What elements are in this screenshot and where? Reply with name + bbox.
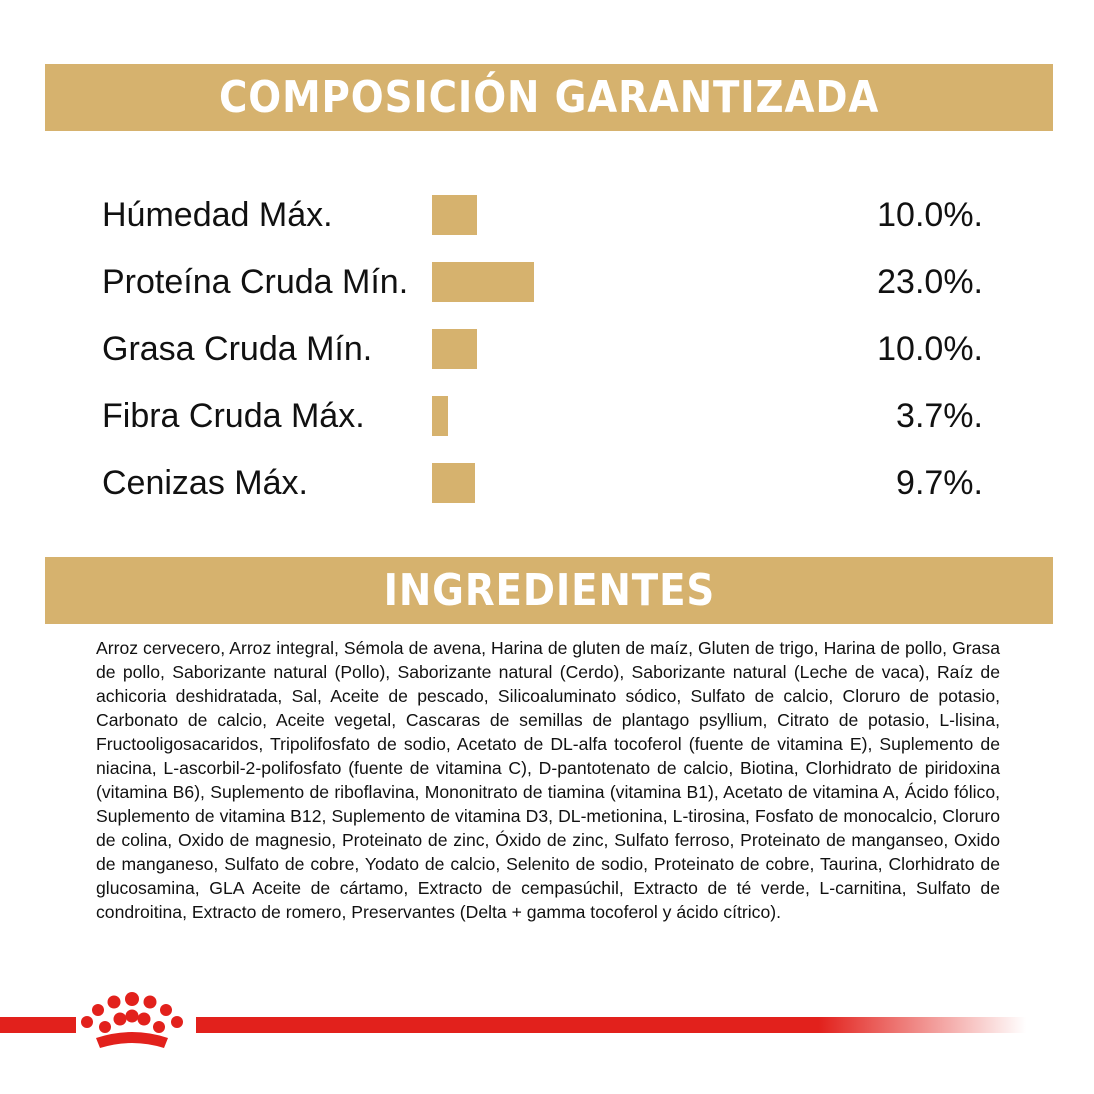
composition-row: Grasa Cruda Mín. 10.0%. — [0, 327, 1094, 371]
composition-row: Cenizas Máx. 9.7%. — [0, 461, 1094, 505]
nutrient-label: Proteína Cruda Mín. — [102, 263, 409, 301]
bar — [432, 396, 449, 436]
bar — [432, 195, 477, 235]
value-label: 10.0%. — [877, 196, 983, 234]
section-header: COMPOSICIÓN GARANTIZADA — [45, 64, 1053, 131]
value-label: 9.7%. — [896, 464, 983, 502]
bar — [432, 262, 535, 302]
title: COMPOSICIÓN GARANTIZADA — [218, 72, 880, 123]
crown — [81, 992, 183, 1048]
value-label: 10.0%. — [877, 330, 983, 368]
nutrient-label: Fibra Cruda Máx. — [102, 397, 365, 435]
value-label: 3.7%. — [896, 397, 983, 435]
ingredients-text: Arroz cervecero, Arroz integral, Sémola … — [96, 638, 1000, 922]
nutrient-label: Cenizas Máx. — [102, 464, 308, 502]
nutrient-label: Húmedad Máx. — [102, 196, 333, 234]
composition-row: Fibra Cruda Máx. 3.7%. — [0, 394, 1094, 438]
value-label: 23.0%. — [877, 263, 983, 301]
title: INGREDIENTES — [383, 565, 715, 616]
bar — [432, 329, 477, 369]
nutrient-label: Grasa Cruda Mín. — [102, 330, 373, 368]
red-line — [196, 1017, 1026, 1033]
red-line — [0, 1017, 76, 1033]
section-header: INGREDIENTES — [45, 557, 1053, 624]
bar — [432, 463, 476, 503]
composition-row: Proteína Cruda Mín. 23.0%. — [0, 260, 1094, 304]
composition-row: Húmedad Máx. 10.0%. — [0, 193, 1094, 237]
footer-logo — [0, 992, 1026, 1048]
